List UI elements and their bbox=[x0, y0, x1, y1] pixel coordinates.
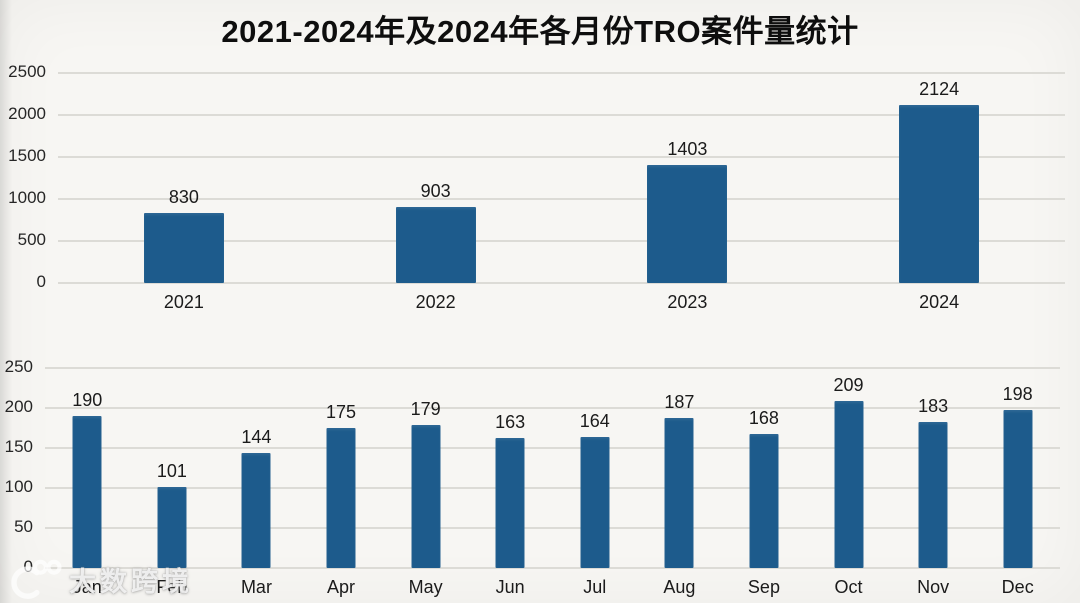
bar-value-label: 190 bbox=[72, 390, 103, 410]
x-axis-category-label: 2024 bbox=[919, 292, 960, 312]
bar-value-label: 175 bbox=[326, 402, 357, 422]
bar-2022 bbox=[395, 207, 476, 283]
bar-slot: 209 Oct bbox=[806, 368, 891, 597]
bar-slot: 187 Aug bbox=[637, 368, 722, 597]
gridline bbox=[58, 198, 1065, 200]
y-axis-tick-label: 0 bbox=[23, 557, 33, 576]
bar-value-label: 183 bbox=[918, 395, 949, 416]
y-axis-tick-label: 500 bbox=[17, 230, 46, 249]
bar-2024 bbox=[899, 104, 980, 283]
x-axis-category-label: Jan bbox=[72, 577, 102, 597]
plot-area: 830 2021 903 2022 1403 2023 2124 2024 bbox=[58, 72, 1065, 312]
bar-slot: 903 2022 bbox=[310, 73, 562, 312]
x-axis-category-label: Jul bbox=[583, 577, 607, 597]
yearly-bar-chart: 830 2021 903 2022 1403 2023 2124 2024 0 500 1000 15… bbox=[0, 60, 1080, 322]
bar-value-label: 168 bbox=[748, 407, 779, 428]
gridline bbox=[58, 240, 1065, 242]
gridline bbox=[58, 114, 1065, 116]
gridline bbox=[45, 367, 1060, 369]
bar-value-label: 830 bbox=[168, 187, 199, 208]
bar-slot: 179 May bbox=[383, 368, 468, 597]
x-axis-category-label: Aug bbox=[663, 577, 696, 597]
x-axis-category-label: Feb bbox=[156, 577, 188, 597]
y-axis-tick-label: 2000 bbox=[8, 104, 46, 123]
bar-value-label: 1403 bbox=[667, 139, 708, 160]
y-axis-tick-label: 100 bbox=[4, 477, 33, 496]
bar-Apr bbox=[326, 428, 356, 568]
bar-slot: 1403 2023 bbox=[562, 73, 814, 312]
x-axis-category-label: 2022 bbox=[415, 292, 456, 312]
bar-Feb bbox=[157, 487, 187, 568]
y-axis-tick-label: 2500 bbox=[8, 62, 46, 81]
gridline bbox=[45, 407, 1060, 409]
bar-value-label: 198 bbox=[1002, 383, 1033, 404]
y-axis-tick-label: 150 bbox=[4, 437, 33, 456]
x-axis-category-label: 2023 bbox=[667, 292, 708, 312]
bar-Jun bbox=[495, 437, 525, 568]
bar-May bbox=[411, 424, 441, 568]
bar-value-label: 903 bbox=[420, 181, 451, 202]
x-axis-category-label: 2021 bbox=[163, 292, 204, 312]
bar-slot: 164 Jul bbox=[553, 368, 638, 597]
bar-slot: 2124 2024 bbox=[813, 73, 1065, 312]
bar-value-label: 179 bbox=[410, 398, 441, 419]
gridline bbox=[45, 487, 1060, 489]
bar-slot: 198 Dec bbox=[975, 368, 1060, 597]
y-axis-tick-label: 200 bbox=[4, 397, 33, 416]
x-axis-category-label: Sep bbox=[747, 577, 780, 597]
bar-slot: 144 Mar bbox=[214, 368, 299, 597]
bar-slot: 183 Nov bbox=[891, 368, 976, 597]
x-axis-category-label: Dec bbox=[1001, 577, 1034, 597]
bar-Nov bbox=[918, 421, 948, 568]
y-axis-tick-label: 50 bbox=[14, 517, 33, 536]
bar-Sep bbox=[749, 433, 779, 568]
gridline bbox=[58, 282, 1065, 284]
bar-slot: 830 2021 bbox=[58, 73, 310, 312]
bar-slot: 101 Feb bbox=[130, 368, 215, 597]
gridline bbox=[58, 72, 1065, 74]
bar-2021 bbox=[143, 213, 224, 283]
x-axis-category-label: Oct bbox=[834, 577, 863, 597]
bar-value-label: 101 bbox=[156, 461, 187, 482]
y-axis-tick-label: 0 bbox=[36, 272, 46, 291]
bar-value-label: 144 bbox=[241, 426, 272, 447]
x-axis-category-label: Apr bbox=[327, 577, 356, 597]
gridline bbox=[58, 156, 1065, 158]
y-axis-tick-label: 1500 bbox=[8, 146, 46, 165]
bar-Jul bbox=[580, 436, 610, 568]
bar-value-label: 187 bbox=[664, 392, 695, 413]
bar-Dec bbox=[1003, 409, 1033, 568]
bar-Jan bbox=[72, 416, 102, 568]
bar-2023 bbox=[647, 165, 728, 283]
bar-Aug bbox=[664, 418, 694, 568]
bar-value-label: 209 bbox=[833, 374, 864, 395]
bar-Oct bbox=[834, 400, 864, 568]
gridline bbox=[45, 447, 1060, 449]
gridline bbox=[45, 527, 1060, 529]
bar-slot: 175 Apr bbox=[299, 368, 384, 597]
bar-value-label: 164 bbox=[579, 410, 610, 431]
plot-area: 190 Jan 101 Feb 144 Mar 175 Apr 179 May 163 Jun 164 J… bbox=[45, 367, 1060, 597]
bar-slot: 190 Jan bbox=[45, 368, 130, 597]
x-axis-category-label: Mar bbox=[240, 577, 272, 597]
bar-value-label: 2124 bbox=[919, 78, 960, 99]
y-axis-tick-label: 250 bbox=[4, 357, 33, 376]
x-axis-category-label: May bbox=[408, 577, 443, 597]
bar-slot: 168 Sep bbox=[722, 368, 807, 597]
x-axis-category-label: Jun bbox=[495, 577, 525, 597]
chart-title: 2021-2024年及2024年各月份TRO案件量统计 bbox=[221, 14, 859, 49]
y-axis-tick-label: 1000 bbox=[8, 188, 46, 207]
bar-value-label: 163 bbox=[495, 411, 526, 432]
monthly-bar-chart: 190 Jan 101 Feb 144 Mar 175 Apr 179 May 163 Jun 164 J… bbox=[0, 355, 1080, 603]
bar-Mar bbox=[241, 452, 271, 568]
bar-slot: 163 Jun bbox=[468, 368, 553, 597]
x-axis-category-label: Nov bbox=[917, 577, 950, 597]
gridline bbox=[45, 567, 1060, 569]
